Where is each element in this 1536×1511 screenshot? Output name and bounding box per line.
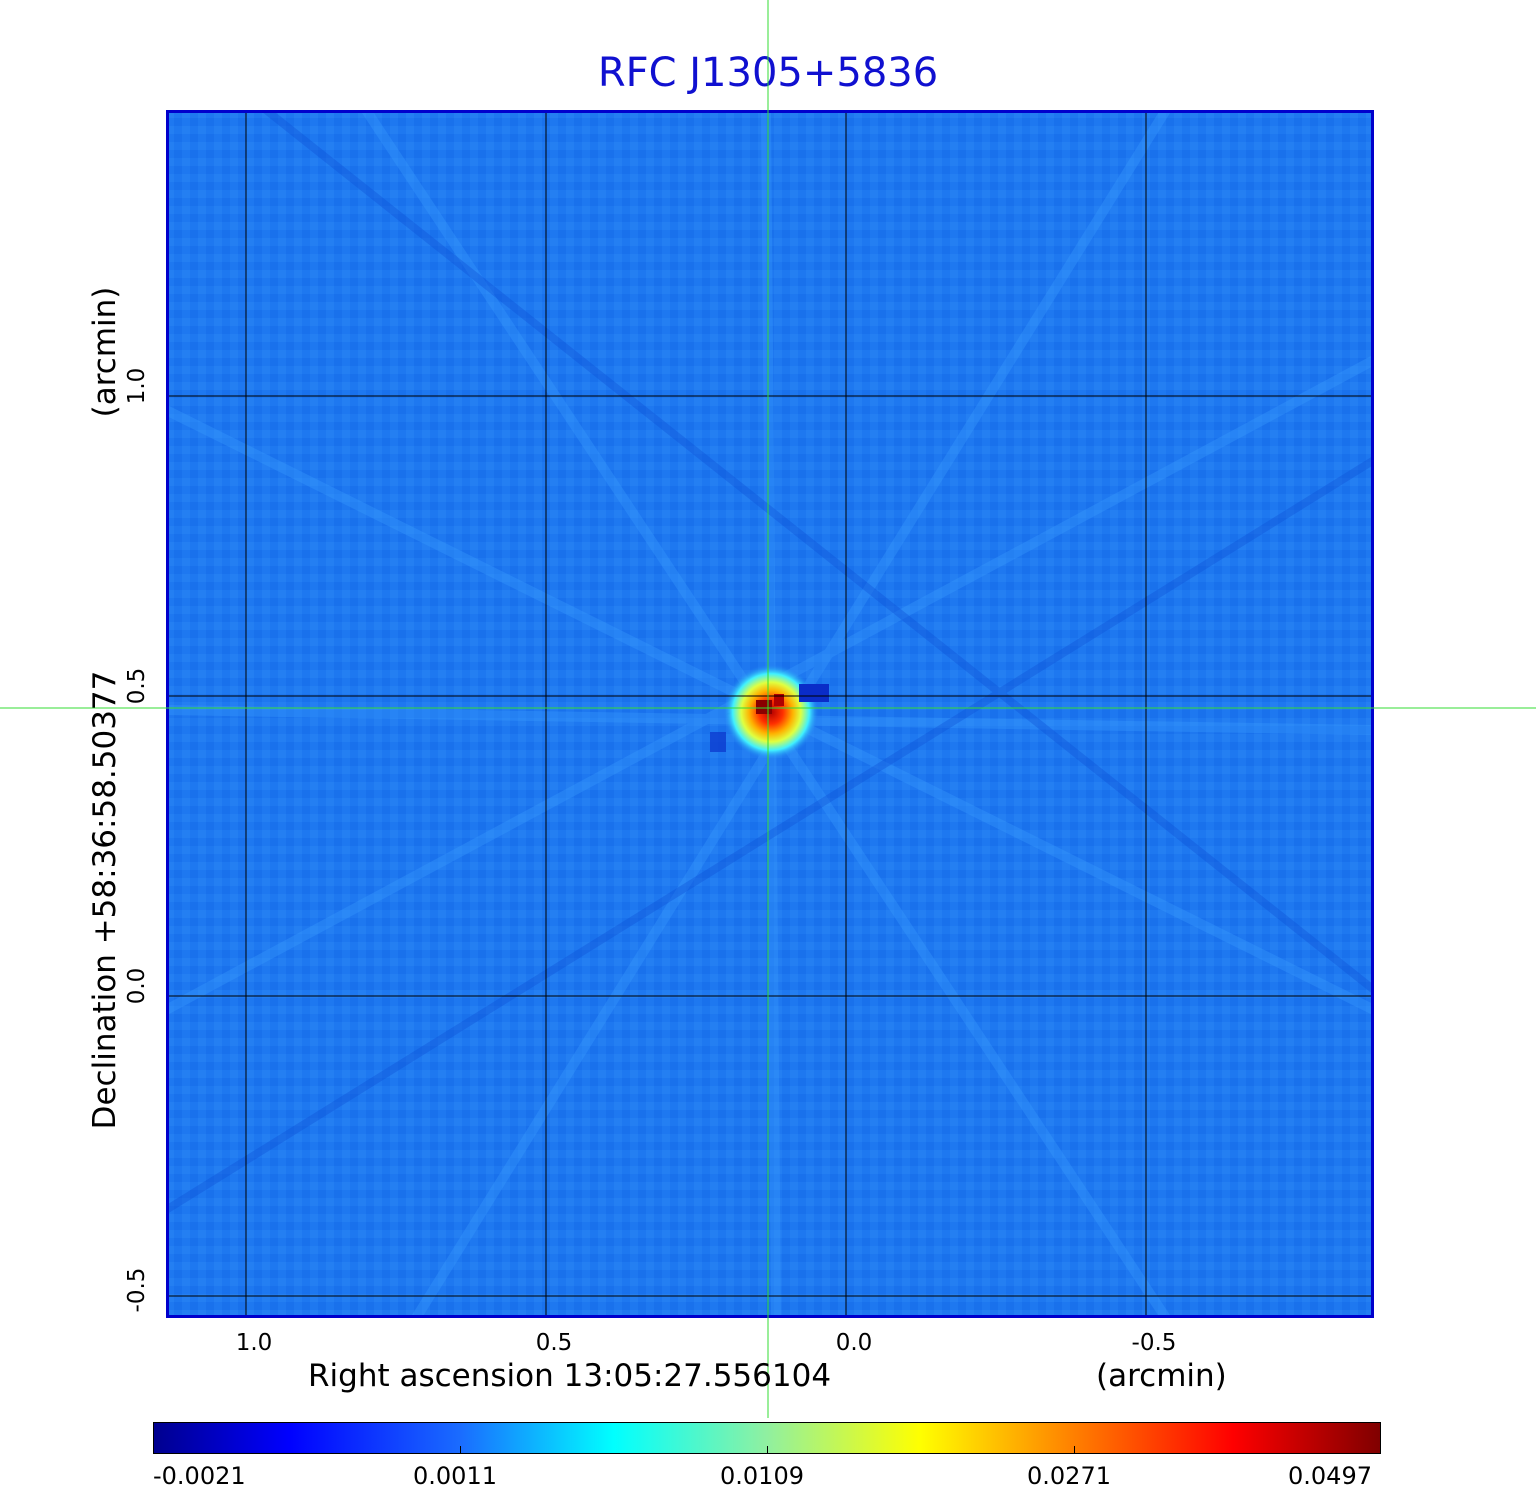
radio-map[interactable] (166, 110, 1374, 1318)
y-axis-unit: (arcmin) (87, 287, 123, 418)
y-tick: 1.0 (124, 368, 150, 405)
map-title: RFC J1305+5836 (0, 50, 1536, 96)
y-tick: 0.0 (124, 968, 150, 1005)
colorbar-tick-mark (1074, 1446, 1075, 1454)
colorbar-tick-mark (767, 1446, 768, 1454)
radio-map-image (166, 110, 1374, 1318)
colorbar-tick: 0.0271 (1027, 1462, 1111, 1490)
y-axis-label: Declination +58:36:58.50377 (87, 671, 123, 1130)
colorbar-tick-mark (460, 1446, 461, 1454)
x-tick: 0.5 (536, 1330, 573, 1356)
colorbar-tick: -0.0021 (153, 1462, 246, 1490)
y-tick: 0.5 (124, 668, 150, 705)
x-tick: 0.0 (836, 1330, 873, 1356)
y-tick: -0.5 (124, 1268, 150, 1313)
x-tick: -0.5 (1132, 1330, 1177, 1356)
colorbar-tick: 0.0109 (720, 1462, 804, 1490)
colorbar-tick: 0.0497 (1288, 1462, 1372, 1490)
x-axis-label: Right ascension 13:05:27.556104 (308, 1358, 831, 1394)
x-axis-unit: (arcmin) (1096, 1358, 1227, 1394)
colorbar-tick: 0.0011 (413, 1462, 497, 1490)
x-tick: 1.0 (236, 1330, 273, 1356)
